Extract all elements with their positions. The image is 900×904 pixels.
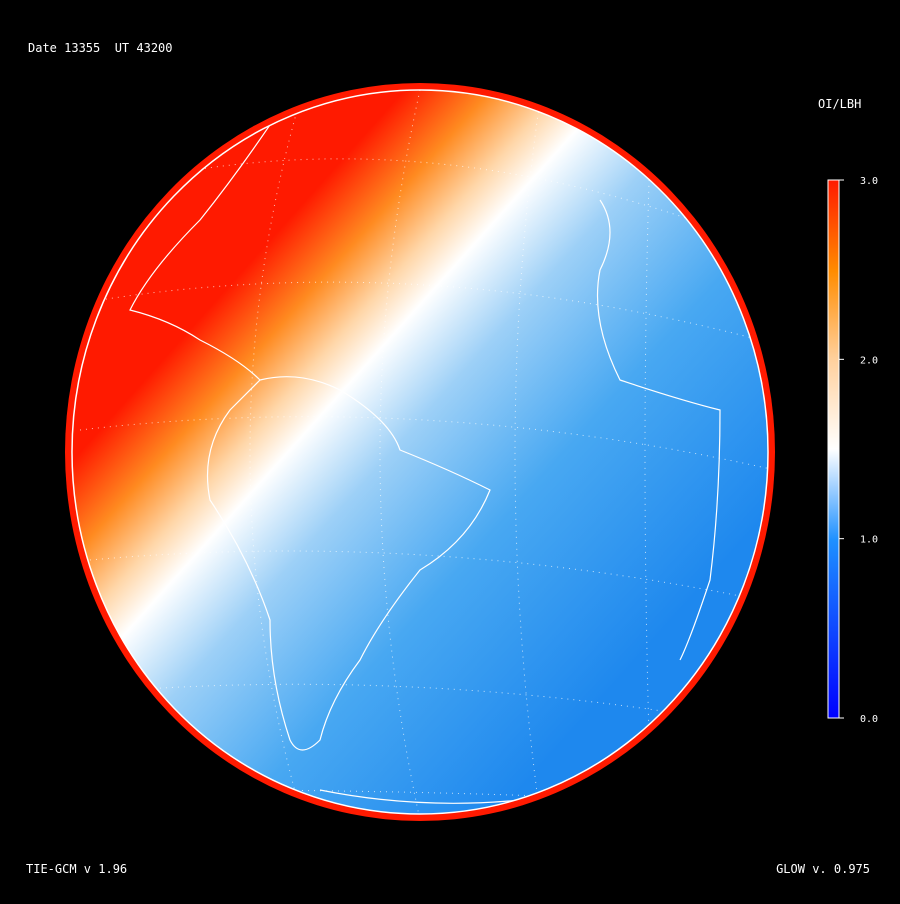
colorbar-tick-label: 2.0 — [860, 355, 878, 366]
colorbar-tick-label: 1.0 — [860, 535, 878, 546]
colorbar-title: OI/LBH — [818, 97, 861, 111]
colorbar-tick-label: 3.0 — [860, 176, 878, 187]
footer-right: GLOW v. 0.975 — [776, 862, 870, 876]
colorbar: 0.0 1.0 2.0 3.0 — [827, 176, 878, 725]
coastlines — [129, 109, 721, 804]
globe-disk — [71, 89, 769, 815]
colorbar-tick-label: 0.0 — [860, 714, 878, 725]
globe — [65, 83, 775, 821]
date-label: Date 13355 UT 43200 — [28, 41, 173, 55]
colorbar-ramp — [827, 179, 840, 719]
graticule — [79, 90, 768, 814]
footer-left: TIE-GCM v 1.96 — [26, 862, 127, 876]
